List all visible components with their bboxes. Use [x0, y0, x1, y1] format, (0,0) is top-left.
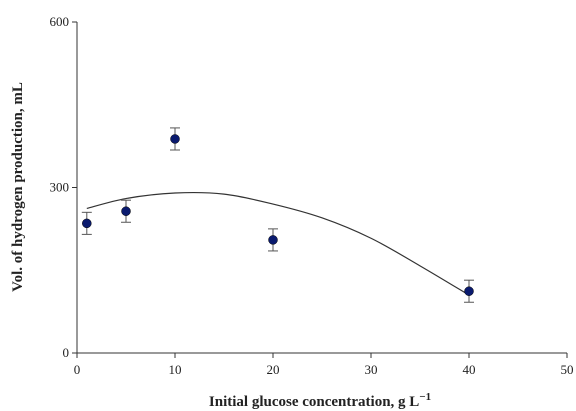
x-tick-label-5: 50 — [561, 362, 574, 377]
axes: 0 10 20 30 40 50 0 300 600 — [50, 14, 574, 377]
x-tick-label-1: 10 — [169, 362, 182, 377]
y-tick-label-1: 300 — [50, 180, 70, 195]
x-axis-title-superscript: −1 — [419, 391, 431, 403]
data-point-2 — [170, 134, 180, 144]
x-tick-label-0: 0 — [74, 362, 81, 377]
y-axis-title: Vol. of hydrogen production, mL — [10, 82, 26, 292]
data-point-0 — [82, 218, 92, 229]
y-tick-label-2: 600 — [50, 14, 70, 29]
fit-curve — [86, 191, 470, 296]
data-point-4 — [464, 286, 474, 296]
x-tick-label-2: 20 — [267, 362, 280, 377]
data-point-3 — [268, 235, 278, 245]
x-tick-label-3: 30 — [365, 362, 378, 377]
fit-curve-group — [86, 191, 470, 296]
x-axis-title: Initial glucose concentration, g L−1 — [209, 391, 431, 410]
data-points-group — [81, 127, 474, 303]
y-tick-label-0: 0 — [63, 345, 70, 360]
data-point-1 — [121, 206, 131, 216]
x-tick-label-4: 40 — [463, 362, 476, 377]
x-axis-title-text: Initial glucose concentration, g L — [209, 394, 419, 410]
